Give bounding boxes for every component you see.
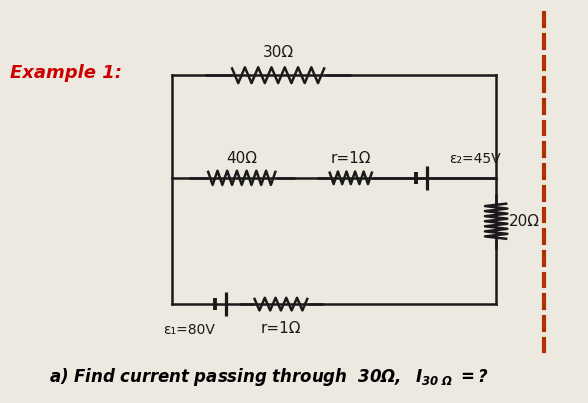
Text: Example 1:: Example 1: xyxy=(10,64,122,82)
Text: r=1Ω: r=1Ω xyxy=(260,321,301,336)
Text: ε₂=45V: ε₂=45V xyxy=(449,152,500,166)
Text: 20Ω: 20Ω xyxy=(509,214,539,229)
Text: ε₁=80V: ε₁=80V xyxy=(163,323,215,337)
Text: 40Ω: 40Ω xyxy=(226,151,258,166)
Text: $\bfit{a)}\ \bfit{Find\ current\ passing\ through}\ \ 30\Omega,\ \ I_{30\ \Omega: $\bfit{a)}\ \bfit{Find\ current\ passing… xyxy=(49,366,489,388)
Text: r=1Ω: r=1Ω xyxy=(330,151,371,166)
Text: 30Ω: 30Ω xyxy=(263,45,293,60)
